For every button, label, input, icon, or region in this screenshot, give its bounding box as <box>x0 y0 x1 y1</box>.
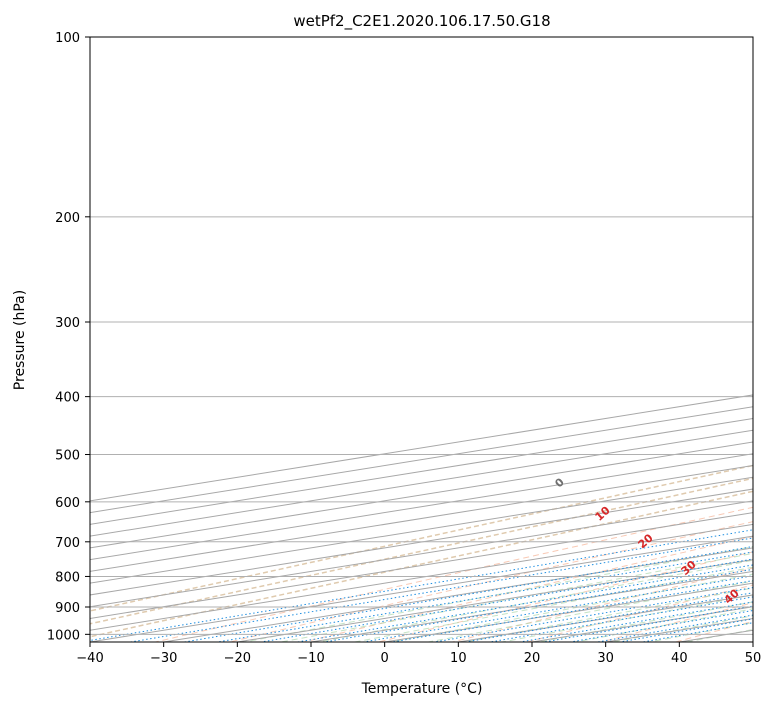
isotherm-line <box>384 582 753 642</box>
theta-e-curve <box>90 477 753 625</box>
y-tick-label: 1000 <box>47 628 80 643</box>
chart-title: wetPf2_C2E1.2020.106.17.50.G18 <box>293 12 550 31</box>
dry-adiabat <box>526 584 753 642</box>
theta-e-label: 30 <box>679 558 699 578</box>
x-tick-label: −20 <box>224 651 251 666</box>
moist-adiabat <box>244 546 753 642</box>
y-tick-label: 700 <box>55 536 80 551</box>
theta-e-curve <box>90 464 753 612</box>
moist-adiabat <box>649 622 753 642</box>
y-tick-label: 600 <box>55 496 80 511</box>
isotherm-line <box>163 547 753 642</box>
isotherm-line <box>90 512 753 619</box>
isotherm-line <box>90 535 753 642</box>
isotherm-line <box>90 488 753 596</box>
isotherm-line <box>531 606 753 642</box>
isotherm-line <box>90 441 753 549</box>
mixing-ratio-line <box>261 558 753 642</box>
isoline-labels: -100-90-80-70-60-50-40-30-20-100.10.20.4… <box>552 475 742 606</box>
isotherm-line <box>90 453 753 561</box>
theta-e-curve <box>90 490 753 638</box>
y-tick-label: 800 <box>55 570 80 585</box>
mixing-ratio-line <box>465 592 753 642</box>
moist-adiabat <box>502 594 753 642</box>
mixing-ratio-line <box>130 537 753 642</box>
x-tick-label: −30 <box>150 651 177 666</box>
theta-e-label: 20 <box>636 531 656 551</box>
moist-adiabat <box>354 566 753 642</box>
y-tick-label: 200 <box>55 211 80 226</box>
moist-adiabat <box>428 580 753 642</box>
x-tick-label: 40 <box>671 651 688 666</box>
x-tick-label: −40 <box>76 651 103 666</box>
dry-adiabat <box>155 506 753 642</box>
x-tick-label: 20 <box>524 651 541 666</box>
theta-e-label: 40 <box>722 586 742 606</box>
dry-adiabat <box>229 521 753 642</box>
isotherm-line <box>310 570 753 642</box>
background-lines <box>90 394 753 642</box>
isotherm-line <box>90 500 753 608</box>
x-axis-ticks: −40 −30 −20 −10 0 10 20 30 40 50 <box>76 642 761 666</box>
y-tick-label: 100 <box>55 31 80 46</box>
y-tick-label: 900 <box>55 601 80 616</box>
isotherm-line <box>752 641 753 642</box>
x-tick-label: 10 <box>450 651 467 666</box>
dry-adiabat <box>749 640 753 642</box>
isotherm-line <box>90 465 753 572</box>
plot-frame <box>89 36 754 643</box>
y-tick-label: 300 <box>55 316 80 331</box>
x-axis-label: Temperature (°C) <box>361 681 483 697</box>
moist-adiabat <box>281 552 753 642</box>
y-axis-label: Pressure (hPa) <box>12 290 28 390</box>
profile-series <box>759 37 775 592</box>
dry-adiabat <box>303 535 753 642</box>
y-tick-label: 500 <box>55 449 80 464</box>
y-axis-ticks: 100 200 300 400 500 600 700 800 900 1000 <box>47 31 90 643</box>
moist-adiabat <box>391 573 753 642</box>
x-tick-label: 50 <box>745 651 762 666</box>
mixing-ratio-line <box>324 568 753 642</box>
pressure-gridlines <box>90 37 753 635</box>
moist-adiabat <box>612 615 753 642</box>
mixing-ratio-line <box>392 580 753 642</box>
x-tick-label: 30 <box>597 651 614 666</box>
isotherm-line <box>237 559 753 642</box>
isotherm-line <box>90 523 753 631</box>
theta-e-label: 0 <box>552 475 567 490</box>
y-tick-label: 400 <box>55 391 80 406</box>
mixing-ratio-line <box>184 546 753 642</box>
dry-adiabat <box>601 602 753 642</box>
isotherm-line <box>90 476 753 584</box>
x-tick-label: −10 <box>297 651 324 666</box>
x-tick-label: 0 <box>381 651 389 666</box>
theta-e-label: 10 <box>593 504 613 524</box>
mixing-ratio-line <box>434 587 753 642</box>
dewpoint-profile <box>759 37 775 592</box>
moist-adiabat <box>317 559 753 642</box>
